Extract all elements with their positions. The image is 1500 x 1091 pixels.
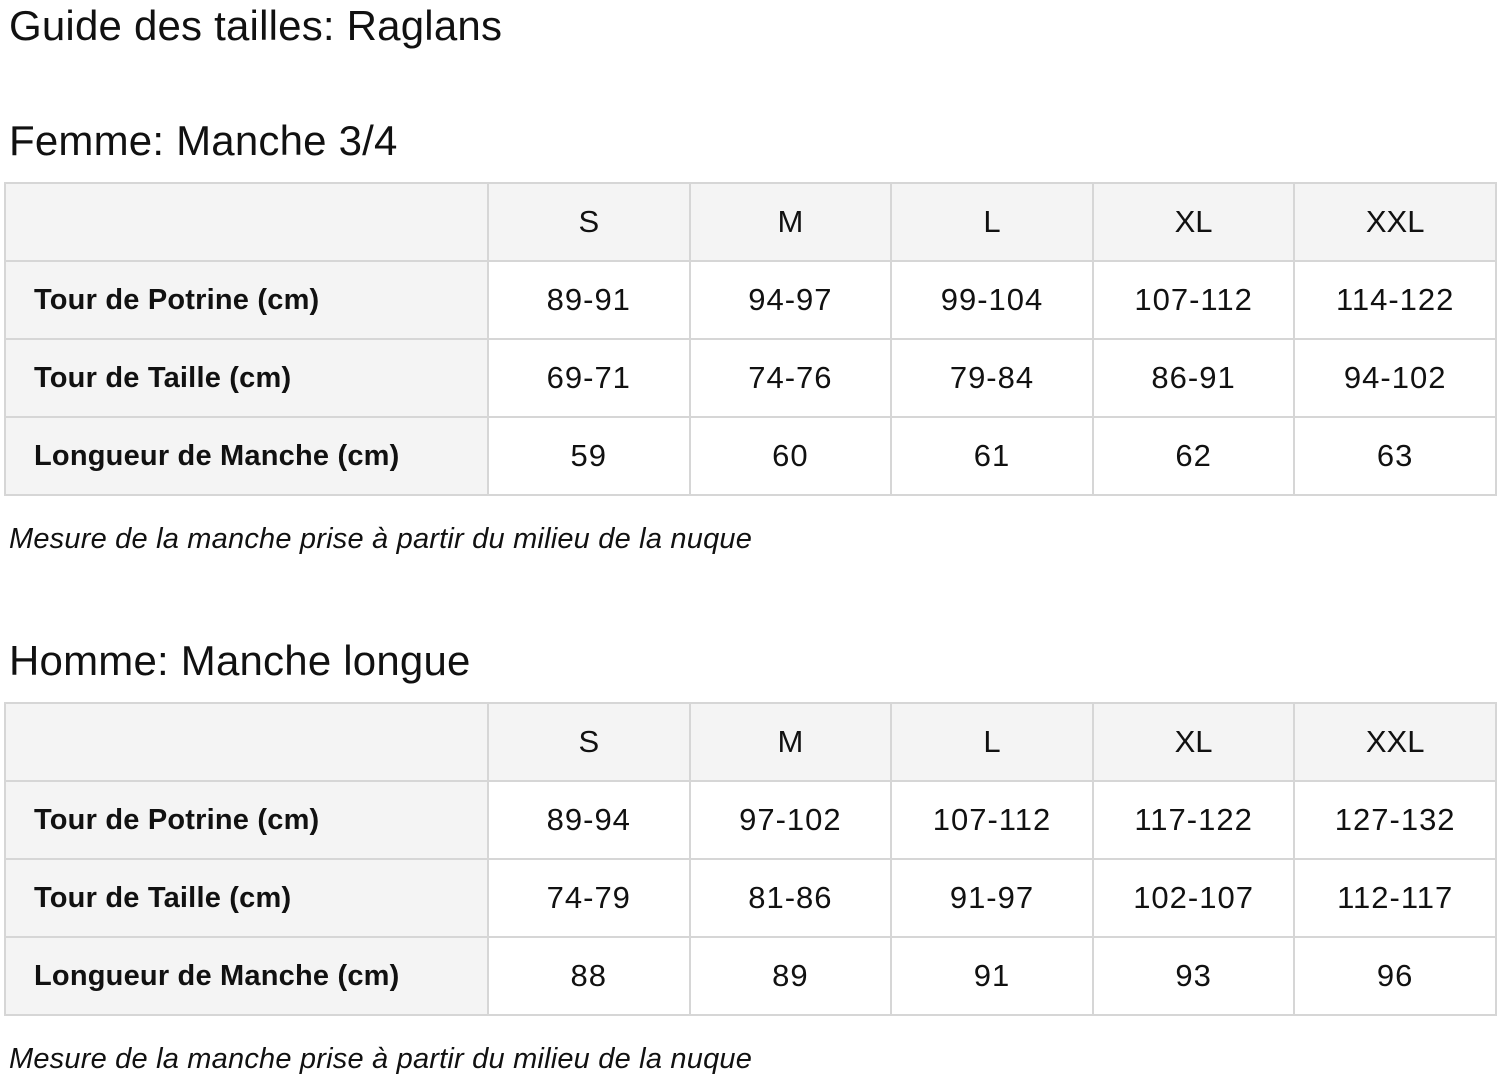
table-row-sleeve: Longueur de Manche (cm) 59 60 61 62 63 [4,416,1497,496]
table-cell: 63 [1293,416,1497,496]
table-cell: 127-132 [1293,780,1497,860]
column-header-m: M [688,182,893,262]
table-header-row: S M L XL XXL [4,702,1497,782]
size-table-homme: S M L XL XXL Tour de Potrine (cm) 89-94 … [4,702,1497,1016]
page-title: Guide des tailles: Raglans [9,2,503,49]
table-cell: 91-97 [890,858,1094,938]
section-homme: Homme: Manche longue S M L XL XXL Tour d… [4,636,1497,1076]
corner-cell [4,182,489,262]
table-cell: 60 [688,416,893,496]
table-cell: 96 [1293,936,1497,1016]
table-cell: 94-102 [1293,338,1497,418]
size-table-femme: S M L XL XXL Tour de Potrine (cm) 89-91 … [4,182,1497,496]
table-cell: 89-94 [487,780,691,860]
table-cell: 62 [1091,416,1296,496]
column-header-xl: XL [1091,182,1296,262]
table-cell: 112-117 [1293,858,1497,938]
column-header-xxl: XXL [1293,702,1497,782]
column-header-xl: XL [1091,702,1296,782]
table-cell: 74-76 [688,338,893,418]
table-row-waist: Tour de Taille (cm) 69-71 74-76 79-84 86… [4,338,1497,418]
table-cell: 89-91 [487,260,691,340]
table-cell: 89 [688,936,893,1016]
table-header-row: S M L XL XXL [4,182,1497,262]
table-row-chest: Tour de Potrine (cm) 89-91 94-97 99-104 … [4,260,1497,340]
table-cell: 79-84 [890,338,1094,418]
table-cell: 114-122 [1293,260,1497,340]
column-header-xxl: XXL [1293,182,1497,262]
corner-cell [4,702,489,782]
section-heading-femme: Femme: Manche 3/4 [9,117,398,164]
table-row-chest: Tour de Potrine (cm) 89-94 97-102 107-11… [4,780,1497,860]
column-header-l: L [890,182,1094,262]
row-label-waist: Tour de Taille (cm) [4,338,489,418]
row-label-sleeve: Longueur de Manche (cm) [4,936,489,1016]
measurement-note-femme: Mesure de la manche prise à partir du mi… [9,523,753,555]
column-header-l: L [890,702,1094,782]
table-cell: 93 [1091,936,1296,1016]
row-label-waist: Tour de Taille (cm) [4,858,489,938]
table-cell: 94-97 [688,260,893,340]
column-header-s: S [487,702,691,782]
table-row-sleeve: Longueur de Manche (cm) 88 89 91 93 96 [4,936,1497,1016]
table-cell: 81-86 [688,858,893,938]
table-cell: 107-112 [890,780,1094,860]
row-label-chest: Tour de Potrine (cm) [4,260,489,340]
row-label-sleeve: Longueur de Manche (cm) [4,416,489,496]
table-cell: 91 [890,936,1094,1016]
table-cell: 102-107 [1091,858,1296,938]
table-cell: 97-102 [688,780,893,860]
column-header-m: M [688,702,893,782]
section-femme: Femme: Manche 3/4 S M L XL XXL Tour de P… [4,116,1497,556]
table-cell: 107-112 [1091,260,1296,340]
table-cell: 59 [487,416,691,496]
column-header-s: S [487,182,691,262]
table-cell: 88 [487,936,691,1016]
measurement-note-homme: Mesure de la manche prise à partir du mi… [9,1043,753,1075]
table-cell: 74-79 [487,858,691,938]
table-cell: 86-91 [1091,338,1296,418]
table-cell: 117-122 [1091,780,1296,860]
table-cell: 99-104 [890,260,1094,340]
row-label-chest: Tour de Potrine (cm) [4,780,489,860]
table-cell: 61 [890,416,1094,496]
table-cell: 69-71 [487,338,691,418]
table-row-waist: Tour de Taille (cm) 74-79 81-86 91-97 10… [4,858,1497,938]
section-heading-homme: Homme: Manche longue [9,637,471,684]
